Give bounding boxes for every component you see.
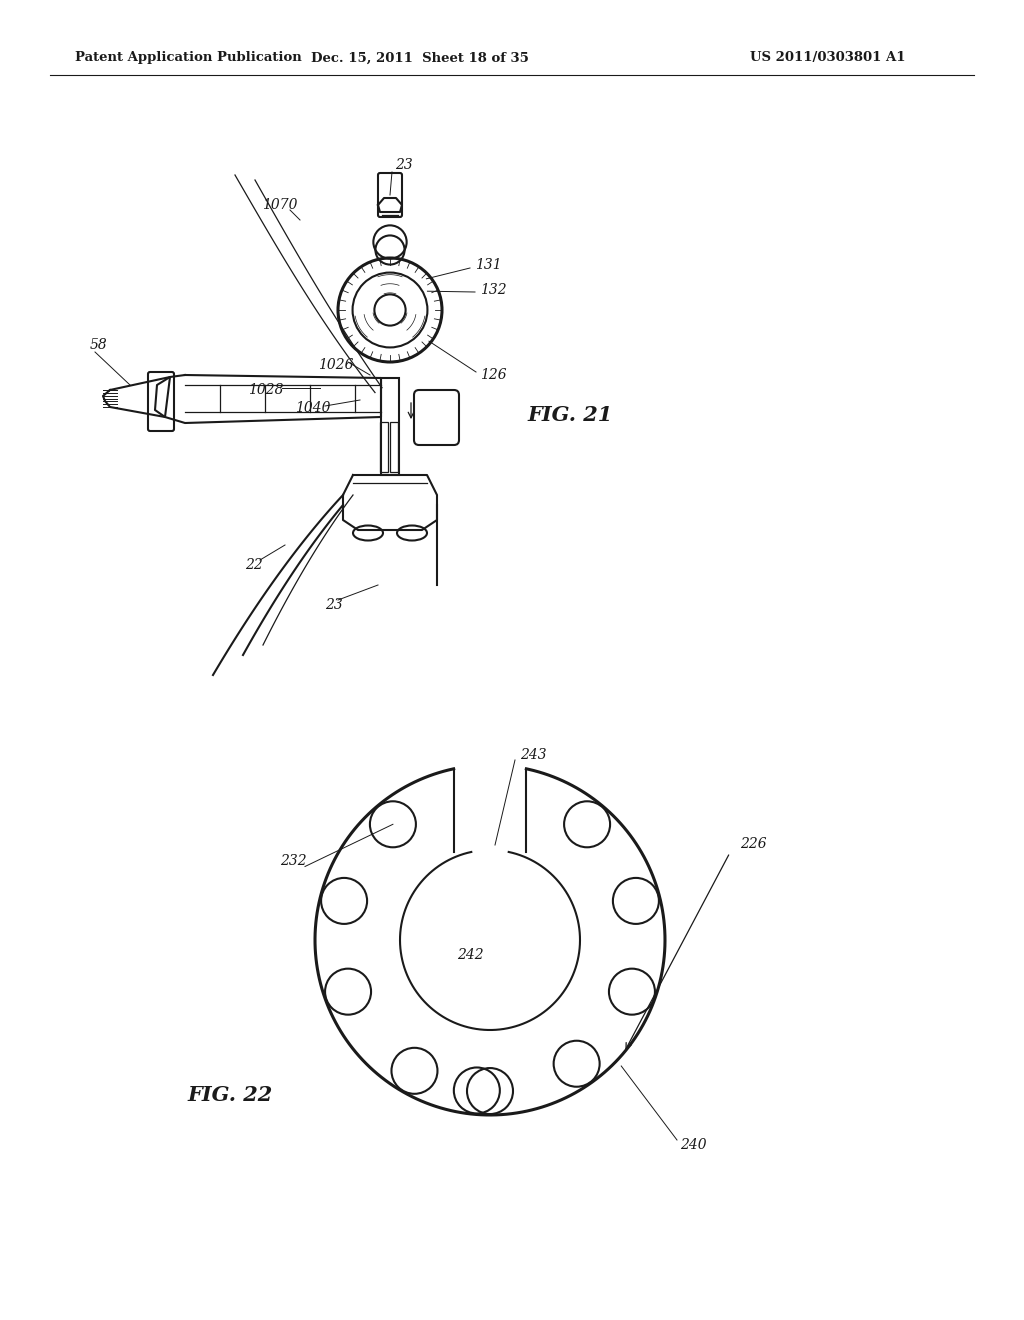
Bar	[380, 422, 388, 473]
Bar	[390, 422, 398, 473]
Text: 1070: 1070	[262, 198, 298, 213]
Text: 23: 23	[325, 598, 343, 612]
Text: FIG. 22: FIG. 22	[187, 1085, 272, 1105]
Text: 58: 58	[90, 338, 108, 352]
Text: Patent Application Publication: Patent Application Publication	[75, 51, 302, 65]
Text: US 2011/0303801 A1: US 2011/0303801 A1	[750, 51, 905, 65]
Text: Dec. 15, 2011  Sheet 18 of 35: Dec. 15, 2011 Sheet 18 of 35	[311, 51, 529, 65]
Text: 1040: 1040	[295, 401, 331, 414]
Text: 23: 23	[395, 158, 413, 172]
Text: 1026: 1026	[318, 358, 353, 372]
Text: 243: 243	[520, 748, 547, 762]
Text: 126: 126	[480, 368, 507, 381]
Text: 240: 240	[680, 1138, 707, 1152]
Text: 132: 132	[480, 282, 507, 297]
Text: 22: 22	[245, 558, 263, 572]
Text: 226: 226	[740, 837, 767, 851]
Bar	[381, 378, 399, 475]
Text: 131: 131	[475, 257, 502, 272]
Text: 242: 242	[457, 948, 483, 962]
Text: 1028: 1028	[248, 383, 284, 397]
Text: 232: 232	[280, 854, 306, 869]
Text: FIG. 21: FIG. 21	[527, 405, 612, 425]
